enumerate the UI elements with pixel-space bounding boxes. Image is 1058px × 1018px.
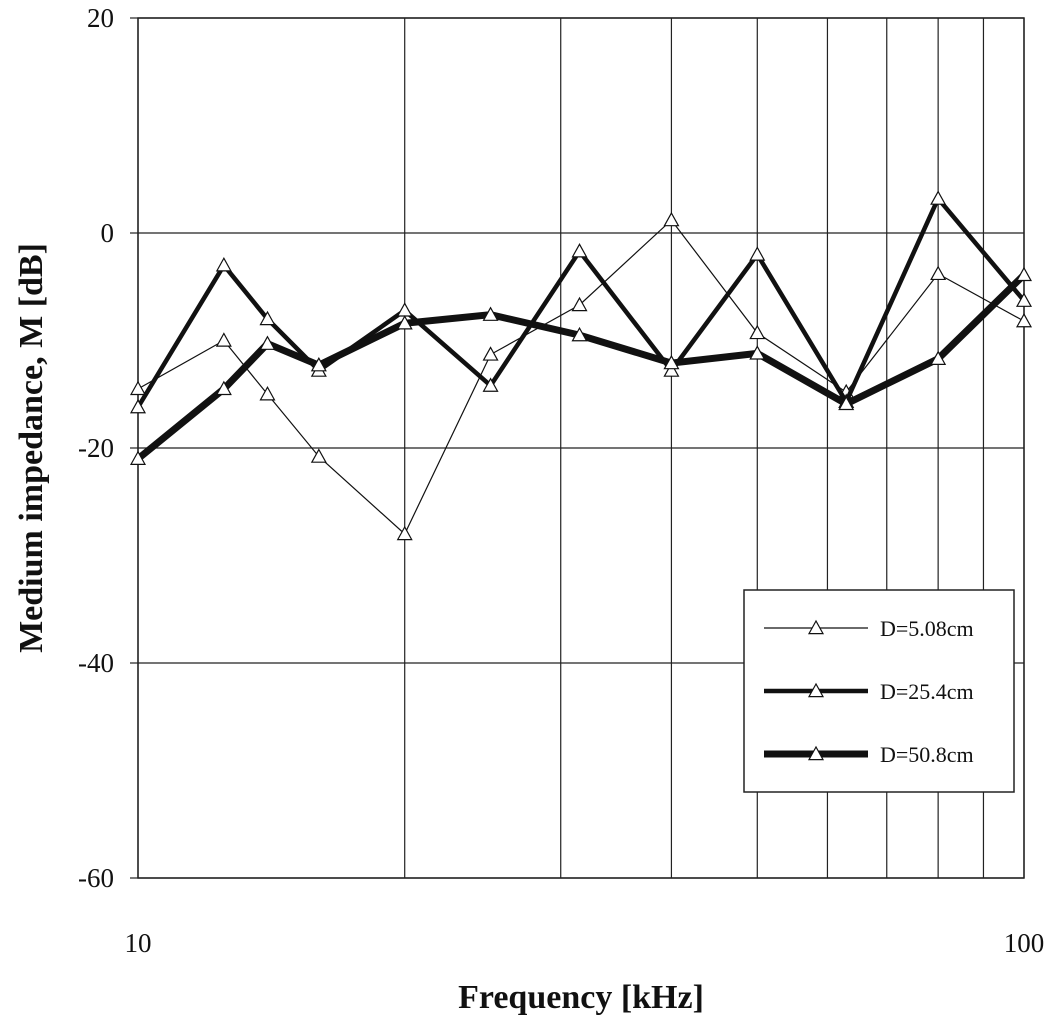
data-point [129, 450, 147, 465]
legend-label: D=5.08cm [880, 616, 974, 641]
series-line [135, 272, 1027, 462]
data-point [129, 380, 147, 396]
data-point [663, 354, 680, 370]
data-point [749, 345, 766, 360]
data-point [930, 190, 947, 205]
x-axis-title: Frequency [kHz] [458, 979, 704, 1016]
data-point [259, 310, 276, 326]
y-tick-label: -40 [78, 648, 114, 678]
legend-label: D=50.8cm [880, 742, 974, 767]
data-point [396, 525, 413, 541]
data-point [663, 211, 680, 227]
data-point [930, 350, 947, 365]
legend-marker [807, 745, 825, 761]
data-point [310, 356, 327, 372]
x-tick-label: 100 [1004, 928, 1045, 958]
series-1 [129, 211, 1033, 541]
data-point [749, 246, 766, 261]
data-point [571, 326, 588, 342]
data-point [1015, 312, 1033, 328]
legend-marker [807, 682, 825, 698]
data-point [663, 362, 680, 377]
data-point [482, 346, 499, 361]
y-tick-label: -20 [78, 433, 114, 463]
x-tick-label: 10 [125, 928, 152, 958]
data-point [129, 398, 147, 414]
data-point [571, 296, 588, 312]
legend-entry: D=25.4cm [764, 679, 974, 704]
data-point [215, 332, 232, 347]
y-axis-title: Medium impedance, M [dB] [13, 243, 50, 653]
data-point [482, 306, 499, 321]
data-point [838, 395, 855, 411]
series-3 [129, 266, 1033, 465]
data-point [930, 265, 947, 281]
data-point [571, 243, 588, 258]
data-point [396, 315, 413, 330]
series-line [137, 219, 1025, 535]
legend: D=5.08cm D=25.4cm D=50.8cm [743, 589, 1015, 793]
y-tick-label: -60 [78, 863, 114, 893]
data-point [1015, 266, 1033, 282]
data-point [259, 386, 276, 401]
data-point [396, 302, 413, 317]
legend-label: D=25.4cm [880, 679, 974, 704]
legend-marker [807, 619, 825, 635]
data-point [259, 335, 276, 350]
data-point [215, 257, 232, 272]
data-point [482, 377, 499, 392]
data-point [1015, 292, 1033, 307]
data-point [310, 448, 327, 463]
y-tick-label: 20 [87, 3, 114, 33]
series-layer [129, 190, 1033, 541]
series-line [136, 194, 1026, 409]
data-point [749, 324, 766, 340]
data-point [215, 380, 232, 396]
legend-entry: D=50.8cm [764, 742, 974, 767]
y-tick-label: 0 [101, 218, 115, 248]
tick-labels: 20 0 -20 -40 -60 10 100 [78, 3, 1044, 958]
legend-entry: D=5.08cm [764, 616, 974, 641]
